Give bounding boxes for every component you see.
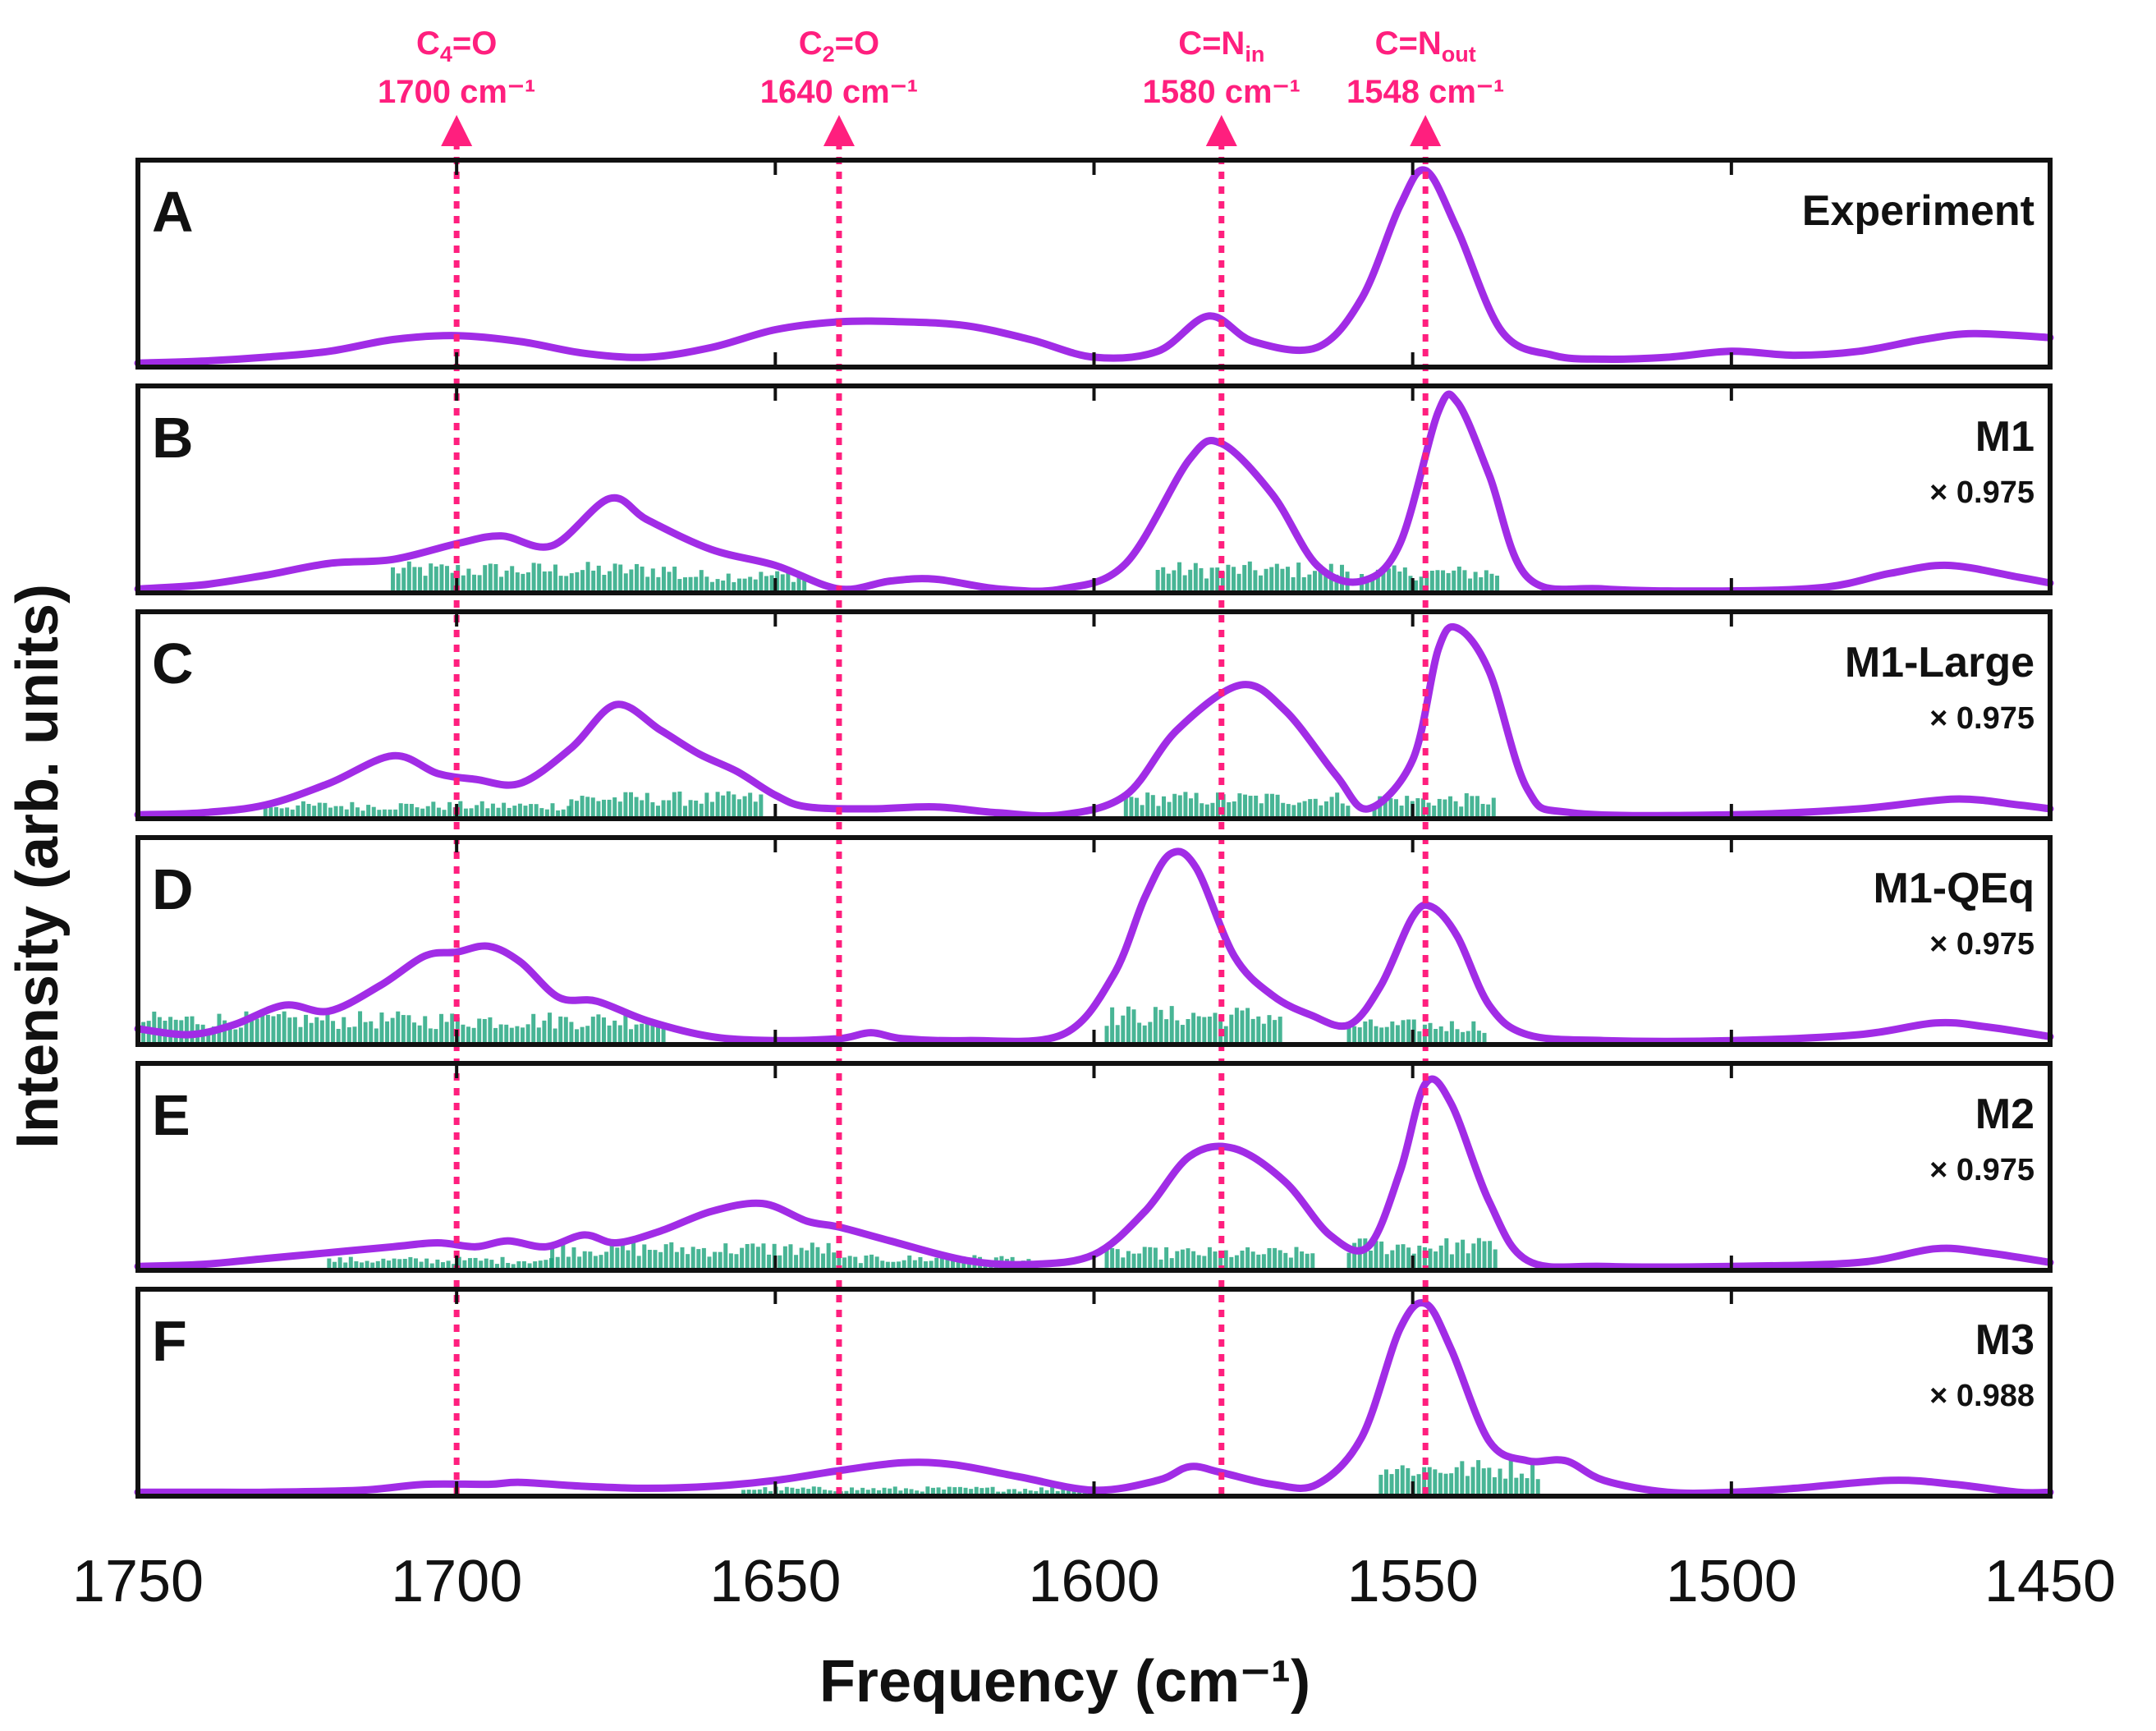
panel-letter-f: F	[152, 1309, 187, 1373]
panel-scale-e: × 0.975	[1929, 1153, 2034, 1187]
marker-position-cnin: 1580 cm⁻¹	[1143, 74, 1300, 110]
spectrum-curve-e	[134, 1075, 2054, 1271]
panel-scale-f: × 0.988	[1929, 1379, 2034, 1413]
panel-frame-e	[135, 1061, 2053, 1273]
panel-letter-d: D	[152, 857, 194, 921]
x-tick-label: 1750	[72, 1549, 204, 1614]
x-tick-label: 1500	[1666, 1549, 1797, 1614]
spectrum-curve-a	[134, 166, 2054, 367]
x-axis: 1750 1700 1650 1600 1550 1500 1450	[72, 1549, 2116, 1614]
panel-label-e: M2	[1975, 1090, 2034, 1138]
panel-frame-b	[135, 383, 2053, 595]
x-tick-label: 1550	[1347, 1549, 1479, 1614]
panel-letter-e: E	[152, 1083, 190, 1147]
x-axis-title: Frequency (cm⁻¹)	[819, 1649, 1310, 1715]
spectrum-curve-f	[134, 1298, 2054, 1497]
x-tick-label: 1700	[391, 1549, 522, 1614]
panel-letter-b: B	[152, 406, 194, 470]
panel-frame-d	[135, 835, 2053, 1047]
panel-label-b: M1	[1975, 413, 2034, 461]
y-axis-title: Intensity (arb. units)	[5, 584, 71, 1149]
x-tick-label: 1450	[1984, 1549, 2116, 1614]
marker-label-c2o: C2=O	[799, 25, 879, 67]
spectrum-curve-c	[134, 622, 2054, 820]
marker-arrow-c2o	[823, 115, 855, 146]
marker-arrow-c4o	[441, 115, 473, 146]
panel-frame-f	[135, 1287, 2053, 1499]
panel-labels: A Experiment B M1 × 0.975 C M1-Large × 0.975 D M1…	[152, 180, 2034, 1413]
marker-position-cnout: 1548 cm⁻¹	[1346, 74, 1504, 110]
marker-label-c4o: C4=O	[416, 25, 497, 67]
marker-position-c4o: 1700 cm⁻¹	[378, 74, 535, 110]
panel-letter-c: C	[152, 631, 194, 696]
panel-frame-c	[135, 609, 2053, 821]
panel-label-c: M1-Large	[1845, 639, 2034, 686]
panel-scale-b: × 0.975	[1929, 475, 2034, 510]
stick-group-e	[327, 1237, 1498, 1270]
marker-arrow-cnin	[1205, 115, 1237, 146]
spectrum-curves	[134, 166, 2054, 1497]
spectrum-curve-b	[134, 390, 2054, 595]
marker-label-cnout: C=Nout	[1375, 25, 1476, 67]
marker-arrow-cnout	[1410, 115, 1442, 146]
marker-labels: C4=O 1700 cm⁻¹ C2=O 1640 cm⁻¹ C=Nin 1580 cm⁻¹…	[378, 25, 1504, 146]
panel-scale-d: × 0.975	[1929, 927, 2034, 962]
x-tick-label: 1600	[1028, 1549, 1159, 1614]
stick-group-c	[263, 791, 1496, 819]
marker-label-cnin: C=Nin	[1178, 25, 1264, 67]
spectrum-curve-d	[134, 847, 2054, 1045]
panel-label-f: M3	[1975, 1316, 2034, 1364]
x-tick-label: 1650	[709, 1549, 841, 1614]
panel-letter-a: A	[152, 180, 194, 244]
panel-label-a: Experiment	[1802, 187, 2034, 235]
panel-scale-c: × 0.975	[1929, 701, 2034, 736]
x-axis-ticks	[455, 160, 1733, 1496]
marker-position-c2o: 1640 cm⁻¹	[760, 74, 918, 110]
panel-label-d: M1-QEq	[1874, 865, 2034, 912]
